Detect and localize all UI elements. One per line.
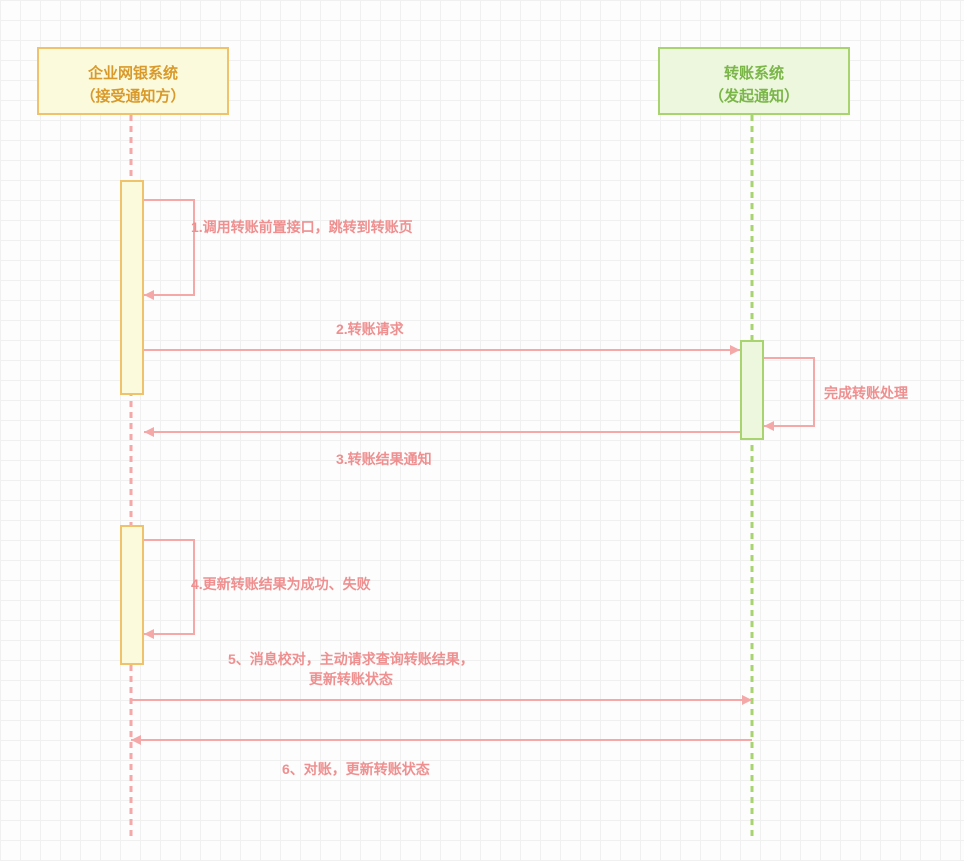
activation-a2 xyxy=(740,340,764,440)
message-label-m6: 6、对账，更新转账状态 xyxy=(282,760,430,780)
message-label-m1: 1.调用转账前置接口，跳转到转账页 xyxy=(191,218,413,238)
message-label-m3: 3.转账结果通知 xyxy=(336,450,432,470)
message-label-m2: 2.转账请求 xyxy=(336,320,404,340)
message-label-m2b: 完成转账处理 xyxy=(824,384,908,404)
participant-p1: 企业网银系统（接受通知方） xyxy=(37,47,229,115)
message-label-m5: 5、消息校对，主动请求查询转账结果， 更新转账状态 xyxy=(228,650,474,689)
message-label-m4: 4.更新转账结果为成功、失败 xyxy=(191,575,371,595)
activation-a1 xyxy=(120,180,144,395)
participant-p2: 转账系统（发起通知） xyxy=(658,47,850,115)
activation-a3 xyxy=(120,525,144,665)
